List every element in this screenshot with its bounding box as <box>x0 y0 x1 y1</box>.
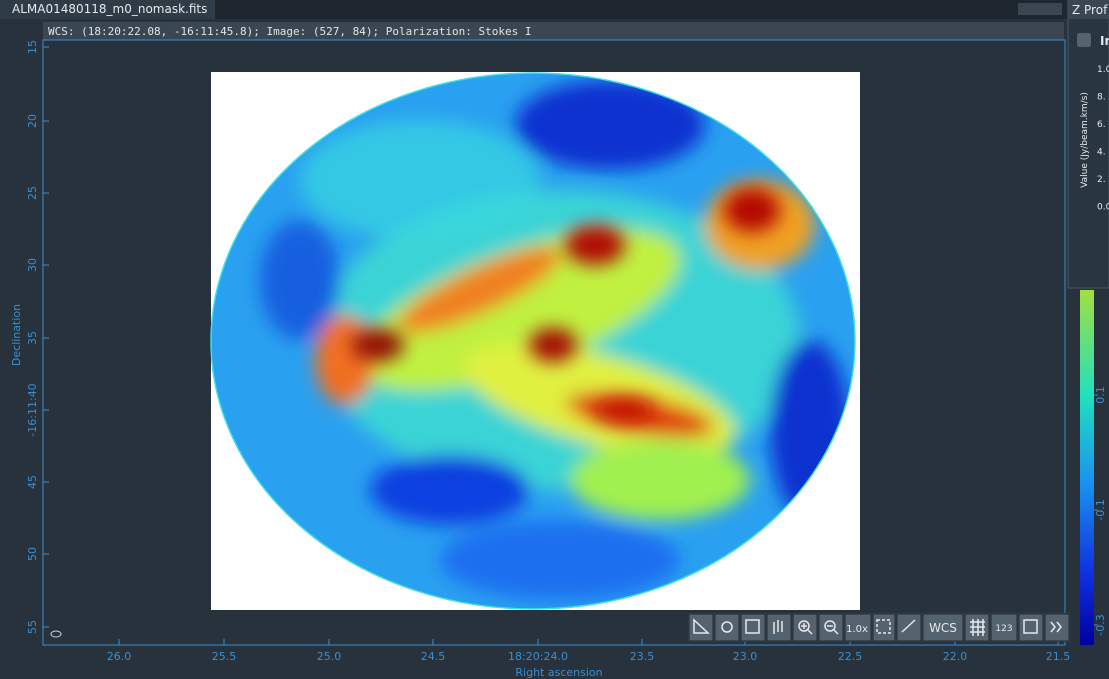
tab-title: ALMA01480118_m0_nomask.fits <box>12 2 207 16</box>
x-tick-label: 22.0 <box>943 650 968 663</box>
x-tick-label: 22.5 <box>838 650 863 663</box>
y-tick-label: 25 <box>26 186 39 200</box>
compass-icon <box>50 630 62 638</box>
z-profile-tick-label: 0.0 <box>1097 203 1109 213</box>
colorbar-tick-label: -0.1 <box>1094 499 1107 520</box>
tool-region[interactable] <box>740 613 766 642</box>
plot-frame <box>42 39 1066 646</box>
z-profile-tick-label: 4. <box>1097 148 1106 158</box>
y-tick-label: 45 <box>26 475 39 489</box>
tool-point[interactable] <box>714 613 740 642</box>
x-tick-label: 18:20:24.0 <box>508 650 568 663</box>
z-profile-y-label: Value (Jy/beam.km/s) <box>1080 92 1090 188</box>
y-tick-label: 55 <box>26 620 39 634</box>
z-profile-title: Z Prof <box>1072 3 1108 17</box>
x-tick-label: 25.5 <box>212 650 237 663</box>
z-profile-tick-label: 2. <box>1097 175 1106 185</box>
zoom-out[interactable] <box>818 613 844 642</box>
window-controls[interactable] <box>1018 3 1062 15</box>
z-profile-tick-label: 8. <box>1097 93 1106 103</box>
status-bar <box>43 22 1064 40</box>
y-axis-label: Declination <box>10 304 23 366</box>
z-profile-panel <box>1067 0 1109 289</box>
z-profile-tick-label: 1.0 <box>1097 65 1109 75</box>
y-tick-label: 35 <box>26 331 39 345</box>
x-tick-label: 23.5 <box>630 650 655 663</box>
x-tick-label: 26.0 <box>107 650 132 663</box>
x-tick-label: 25.0 <box>317 650 342 663</box>
zoom-level[interactable] <box>844 613 872 642</box>
save[interactable] <box>1018 613 1044 642</box>
tab-bar <box>0 0 1109 19</box>
colorbar-ticks: 0.1 -0.1 -0.3 <box>1094 386 1107 636</box>
y-tick-label: 20 <box>26 114 39 128</box>
y-tick-label: 50 <box>26 547 39 561</box>
zoom-in[interactable] <box>792 613 818 642</box>
colorbar <box>1080 290 1094 645</box>
colorbar-tick-label: 0.1 <box>1094 386 1107 404</box>
status-text: WCS: (18:20:22.08, -16:11:45.8); Image: … <box>48 25 531 38</box>
x-tick-label: 23.0 <box>733 650 758 663</box>
x-tick-label: 24.5 <box>421 650 446 663</box>
beam-edge <box>210 72 856 610</box>
checkbox-label: In <box>1100 34 1109 48</box>
colorbar-tick-label: -0.3 <box>1094 614 1107 635</box>
coordinate-button[interactable] <box>922 613 964 642</box>
coordinate-text: WCS <box>929 621 957 635</box>
axis-ticks: 15 20 25 30 35 -16:11:40 45 50 55 26.0 25.5 25.0 24.… <box>26 40 1070 663</box>
labels-toggle[interactable] <box>990 613 1018 642</box>
more[interactable] <box>1044 613 1070 642</box>
y-tick-label: 30 <box>26 258 39 272</box>
x-axis-label: Right ascension <box>515 666 602 679</box>
checkbox[interactable] <box>1077 33 1091 47</box>
zoom-text: 1.0x <box>846 624 868 635</box>
link[interactable] <box>896 613 922 642</box>
y-tick-label: 15 <box>26 40 39 54</box>
z-profile-header <box>1068 0 1109 19</box>
zoom-fit[interactable] <box>872 613 896 642</box>
y-tick-label: -16:11:40 <box>26 383 39 436</box>
image <box>211 73 855 609</box>
toolbar: 1.0x WCS 123 <box>688 613 1070 642</box>
z-profile-tick-label: 6. <box>1097 120 1106 130</box>
tool-pan[interactable] <box>766 613 792 642</box>
x-tick-label: 21.5 <box>1046 650 1071 663</box>
z-profile-ticks: 1.0 8. 6. 4. 2. 0.0 <box>1097 65 1109 213</box>
labels-text: 123 <box>995 624 1012 634</box>
tab[interactable] <box>0 0 215 19</box>
